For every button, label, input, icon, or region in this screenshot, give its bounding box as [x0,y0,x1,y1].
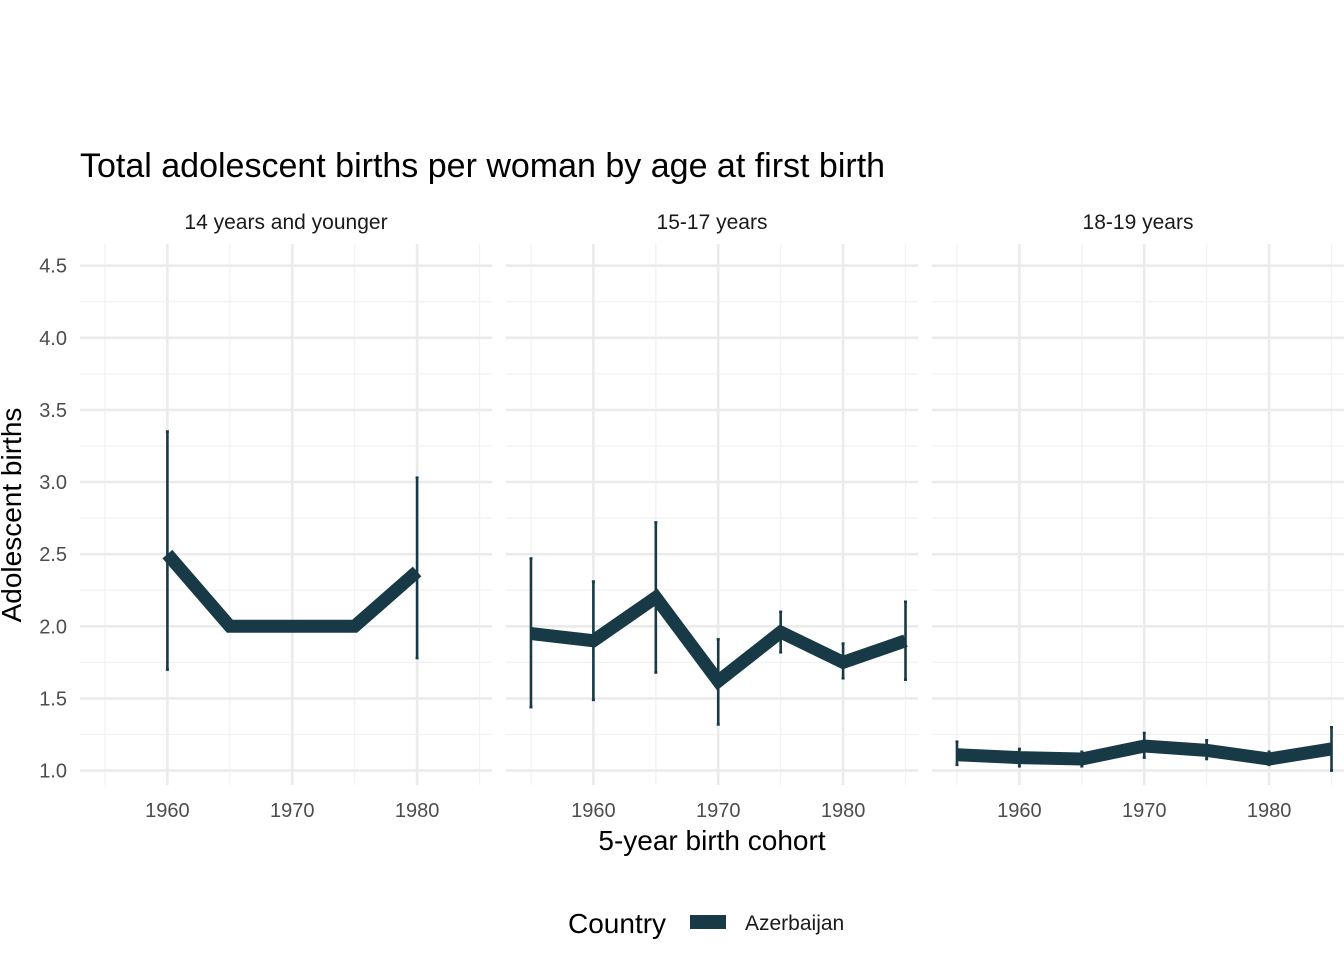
y-tick-label: 3.5 [39,400,67,422]
y-tick-label: 2.5 [39,544,67,566]
facet-label: 18-19 years [1083,211,1194,234]
x-tick-label: 1960 [571,800,616,822]
y-tick-label: 4.5 [39,256,67,278]
chart-title: Total adolescent births per woman by age… [80,147,885,185]
panel-3: 18-19 years 1960 1970 1980 [932,211,1344,822]
panel-1: 14 years and younger 1.0 1.5 2.0 2.5 3.0 3.5 4.… [39,211,492,822]
y-axis-title: Adolescent births [0,408,27,623]
x-tick-label: 1970 [270,800,315,822]
x-tick-label: 1960 [997,800,1042,822]
error-bar [165,430,169,671]
x-tick-label: 1980 [1247,800,1292,822]
x-tick-label: 1970 [1122,800,1167,822]
x-tick-label: 1970 [696,800,741,822]
y-tick-label: 3.0 [39,472,67,494]
facet-label: 15-17 years [657,211,768,234]
y-tick-label: 4.0 [39,328,67,350]
y-tick-label: 1.0 [39,761,67,783]
y-tick-label: 1.5 [39,688,67,710]
legend-label-azerbaijan: Azerbaijan [745,912,844,935]
x-tick-label: 1960 [145,800,190,822]
error-bar [529,557,533,709]
legend-title: Country [568,908,666,939]
x-tick-label: 1980 [821,800,866,822]
x-tick-label: 1980 [395,800,440,822]
legend: Country Azerbaijan [568,908,844,939]
facet-label: 14 years and younger [184,211,387,234]
y-tick-label: 2.0 [39,616,67,638]
facet-panels: 14 years and younger 1.0 1.5 2.0 2.5 3.0 3.5 4.… [39,211,1344,822]
x-axis-title: 5-year birth cohort [598,825,825,856]
panel-2: 15-17 years 1960 1970 1980 [506,211,918,822]
error-bar [415,476,419,660]
